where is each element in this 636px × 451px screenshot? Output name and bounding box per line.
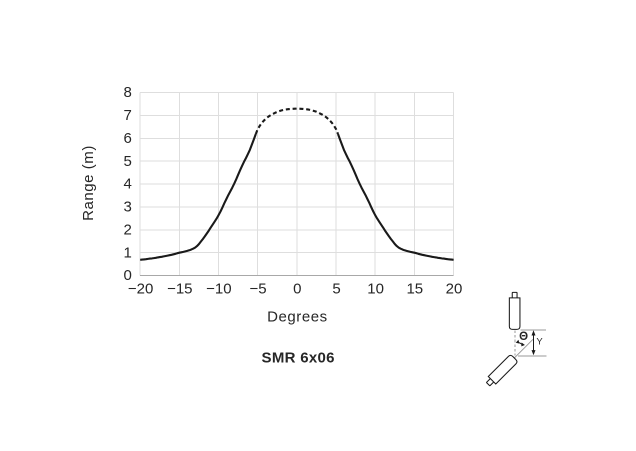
svg-text:1: 1 <box>123 244 131 261</box>
svg-text:SMR 6x06: SMR 6x06 <box>262 350 335 367</box>
svg-text:15: 15 <box>406 280 423 297</box>
svg-text:10: 10 <box>367 280 384 297</box>
svg-text:7: 7 <box>123 107 131 124</box>
svg-text:Y: Y <box>536 337 543 348</box>
svg-text:−15: −15 <box>167 280 192 297</box>
svg-text:20: 20 <box>446 280 463 297</box>
svg-text:4: 4 <box>123 176 131 193</box>
svg-text:−10: −10 <box>206 280 231 297</box>
svg-text:8: 8 <box>123 84 131 101</box>
svg-text:−5: −5 <box>250 280 267 297</box>
svg-text:Θ: Θ <box>519 331 528 343</box>
svg-text:0: 0 <box>123 267 131 284</box>
svg-text:−20: −20 <box>128 280 153 297</box>
svg-text:Degrees: Degrees <box>267 308 328 325</box>
svg-text:Range (m): Range (m) <box>80 145 97 221</box>
svg-text:0: 0 <box>293 280 301 297</box>
svg-text:5: 5 <box>123 153 131 170</box>
svg-text:3: 3 <box>123 199 131 216</box>
svg-text:2: 2 <box>123 222 131 239</box>
svg-text:6: 6 <box>123 130 131 147</box>
svg-text:5: 5 <box>332 280 340 297</box>
